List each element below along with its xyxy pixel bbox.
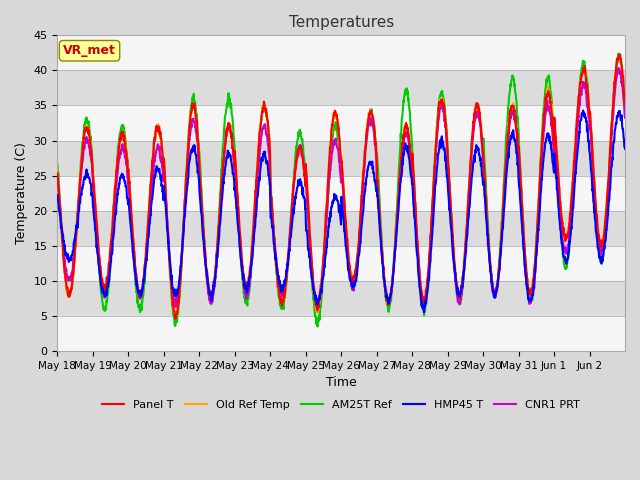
Old Ref Temp: [585, 100, 593, 106]
AM25T Ref: [445, 173, 452, 179]
AM25T Ref: [155, 127, 163, 132]
Old Ref Temp: [64, 294, 72, 300]
HMP45 T: [310, 291, 318, 297]
AM25T Ref: [54, 162, 61, 168]
AM25T Ref: [314, 324, 321, 329]
AM25T Ref: [344, 255, 352, 261]
Bar: [58, 281, 625, 316]
CNR1 PRT: [172, 304, 179, 310]
Panel T: [585, 100, 593, 106]
AM25T Ref: [615, 50, 623, 56]
CNR1 PRT: [310, 290, 318, 296]
HMP45 T: [621, 146, 629, 152]
Bar: [58, 0, 625, 36]
Old Ref Temp: [54, 167, 61, 173]
AM25T Ref: [585, 100, 593, 106]
Bar: [58, 141, 625, 176]
Old Ref Temp: [310, 291, 318, 297]
Bar: [58, 246, 625, 281]
Line: Old Ref Temp: Old Ref Temp: [58, 55, 625, 318]
CNR1 PRT: [621, 115, 629, 120]
Bar: [58, 316, 625, 351]
Panel T: [155, 124, 163, 130]
HMP45 T: [586, 146, 593, 152]
Bar: [58, 71, 625, 106]
Text: VR_met: VR_met: [63, 44, 116, 57]
AM25T Ref: [621, 103, 629, 109]
Old Ref Temp: [155, 125, 163, 131]
CNR1 PRT: [54, 171, 61, 177]
HMP45 T: [54, 192, 61, 198]
Line: Panel T: Panel T: [58, 55, 625, 319]
HMP45 T: [155, 168, 163, 173]
HMP45 T: [64, 257, 72, 263]
Y-axis label: Temperature (C): Temperature (C): [15, 142, 28, 244]
CNR1 PRT: [344, 256, 352, 262]
CNR1 PRT: [445, 178, 452, 183]
Panel T: [172, 316, 179, 322]
Panel T: [344, 249, 352, 254]
CNR1 PRT: [615, 65, 623, 71]
Old Ref Temp: [172, 315, 180, 321]
Panel T: [616, 52, 624, 58]
AM25T Ref: [310, 300, 318, 306]
CNR1 PRT: [155, 146, 163, 152]
Line: HMP45 T: HMP45 T: [58, 110, 625, 312]
HMP45 T: [420, 310, 428, 315]
Bar: [58, 211, 625, 246]
Bar: [58, 176, 625, 211]
Old Ref Temp: [344, 250, 352, 256]
HMP45 T: [445, 198, 452, 204]
Panel T: [310, 292, 318, 298]
X-axis label: Time: Time: [326, 376, 356, 389]
CNR1 PRT: [64, 278, 72, 284]
Bar: [58, 36, 625, 71]
Old Ref Temp: [621, 104, 629, 109]
AM25T Ref: [64, 288, 72, 293]
HMP45 T: [579, 108, 587, 113]
Old Ref Temp: [445, 171, 452, 177]
Panel T: [64, 292, 72, 298]
Panel T: [445, 172, 452, 178]
Legend: Panel T, Old Ref Temp, AM25T Ref, HMP45 T, CNR1 PRT: Panel T, Old Ref Temp, AM25T Ref, HMP45 …: [98, 396, 585, 415]
CNR1 PRT: [585, 115, 593, 121]
Old Ref Temp: [615, 52, 623, 58]
Line: CNR1 PRT: CNR1 PRT: [58, 68, 625, 307]
Line: AM25T Ref: AM25T Ref: [58, 53, 625, 326]
Panel T: [54, 171, 61, 177]
Bar: [58, 106, 625, 141]
Panel T: [621, 100, 629, 106]
HMP45 T: [344, 261, 351, 267]
Title: Temperatures: Temperatures: [289, 15, 394, 30]
